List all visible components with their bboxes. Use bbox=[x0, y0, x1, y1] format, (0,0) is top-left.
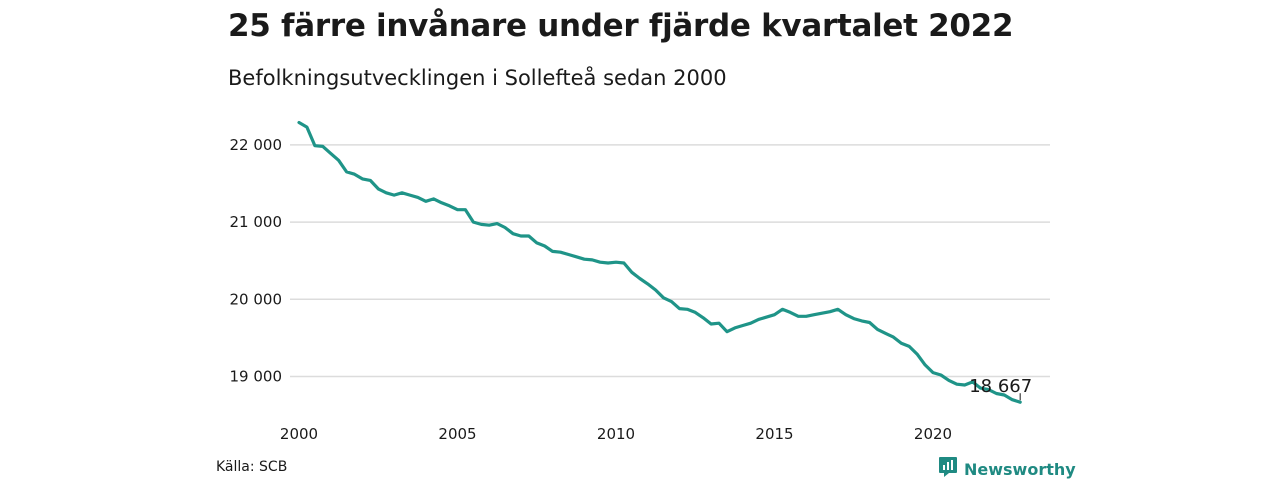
source-note: Källa: SCB bbox=[216, 459, 288, 475]
y-axis: 19 000 20 000 21 000 22 000 bbox=[230, 136, 283, 386]
y-tick-label: 20 000 bbox=[230, 290, 283, 308]
y-tick-label: 21 000 bbox=[230, 213, 283, 231]
series bbox=[297, 120, 1022, 404]
y-tick-label: 19 000 bbox=[230, 368, 283, 386]
x-axis: 2000 2005 2010 2015 2020 bbox=[280, 425, 952, 443]
chart-subtitle: Befolkningsutvecklingen i Sollefteå seda… bbox=[228, 66, 727, 90]
y-tick-label: 22 000 bbox=[230, 136, 283, 154]
x-tick-label: 2015 bbox=[755, 425, 793, 443]
end-value-label: 18 667 bbox=[969, 376, 1032, 397]
x-tick-label: 2020 bbox=[914, 425, 952, 443]
x-tick-label: 2005 bbox=[438, 425, 476, 443]
newsworthy-logo-icon bbox=[938, 456, 958, 482]
x-tick-label: 2010 bbox=[597, 425, 635, 443]
gridlines bbox=[290, 144, 1050, 378]
brand-name: Newsworthy bbox=[964, 459, 1076, 479]
x-tick-label: 2000 bbox=[280, 425, 318, 443]
brand-logo[interactable]: Newsworthy bbox=[938, 456, 1076, 482]
end-label-group: 18 667 bbox=[969, 376, 1032, 401]
chart-title: 25 färre invånare under fjärde kvartalet… bbox=[228, 8, 1014, 44]
series-line bbox=[297, 120, 1022, 404]
